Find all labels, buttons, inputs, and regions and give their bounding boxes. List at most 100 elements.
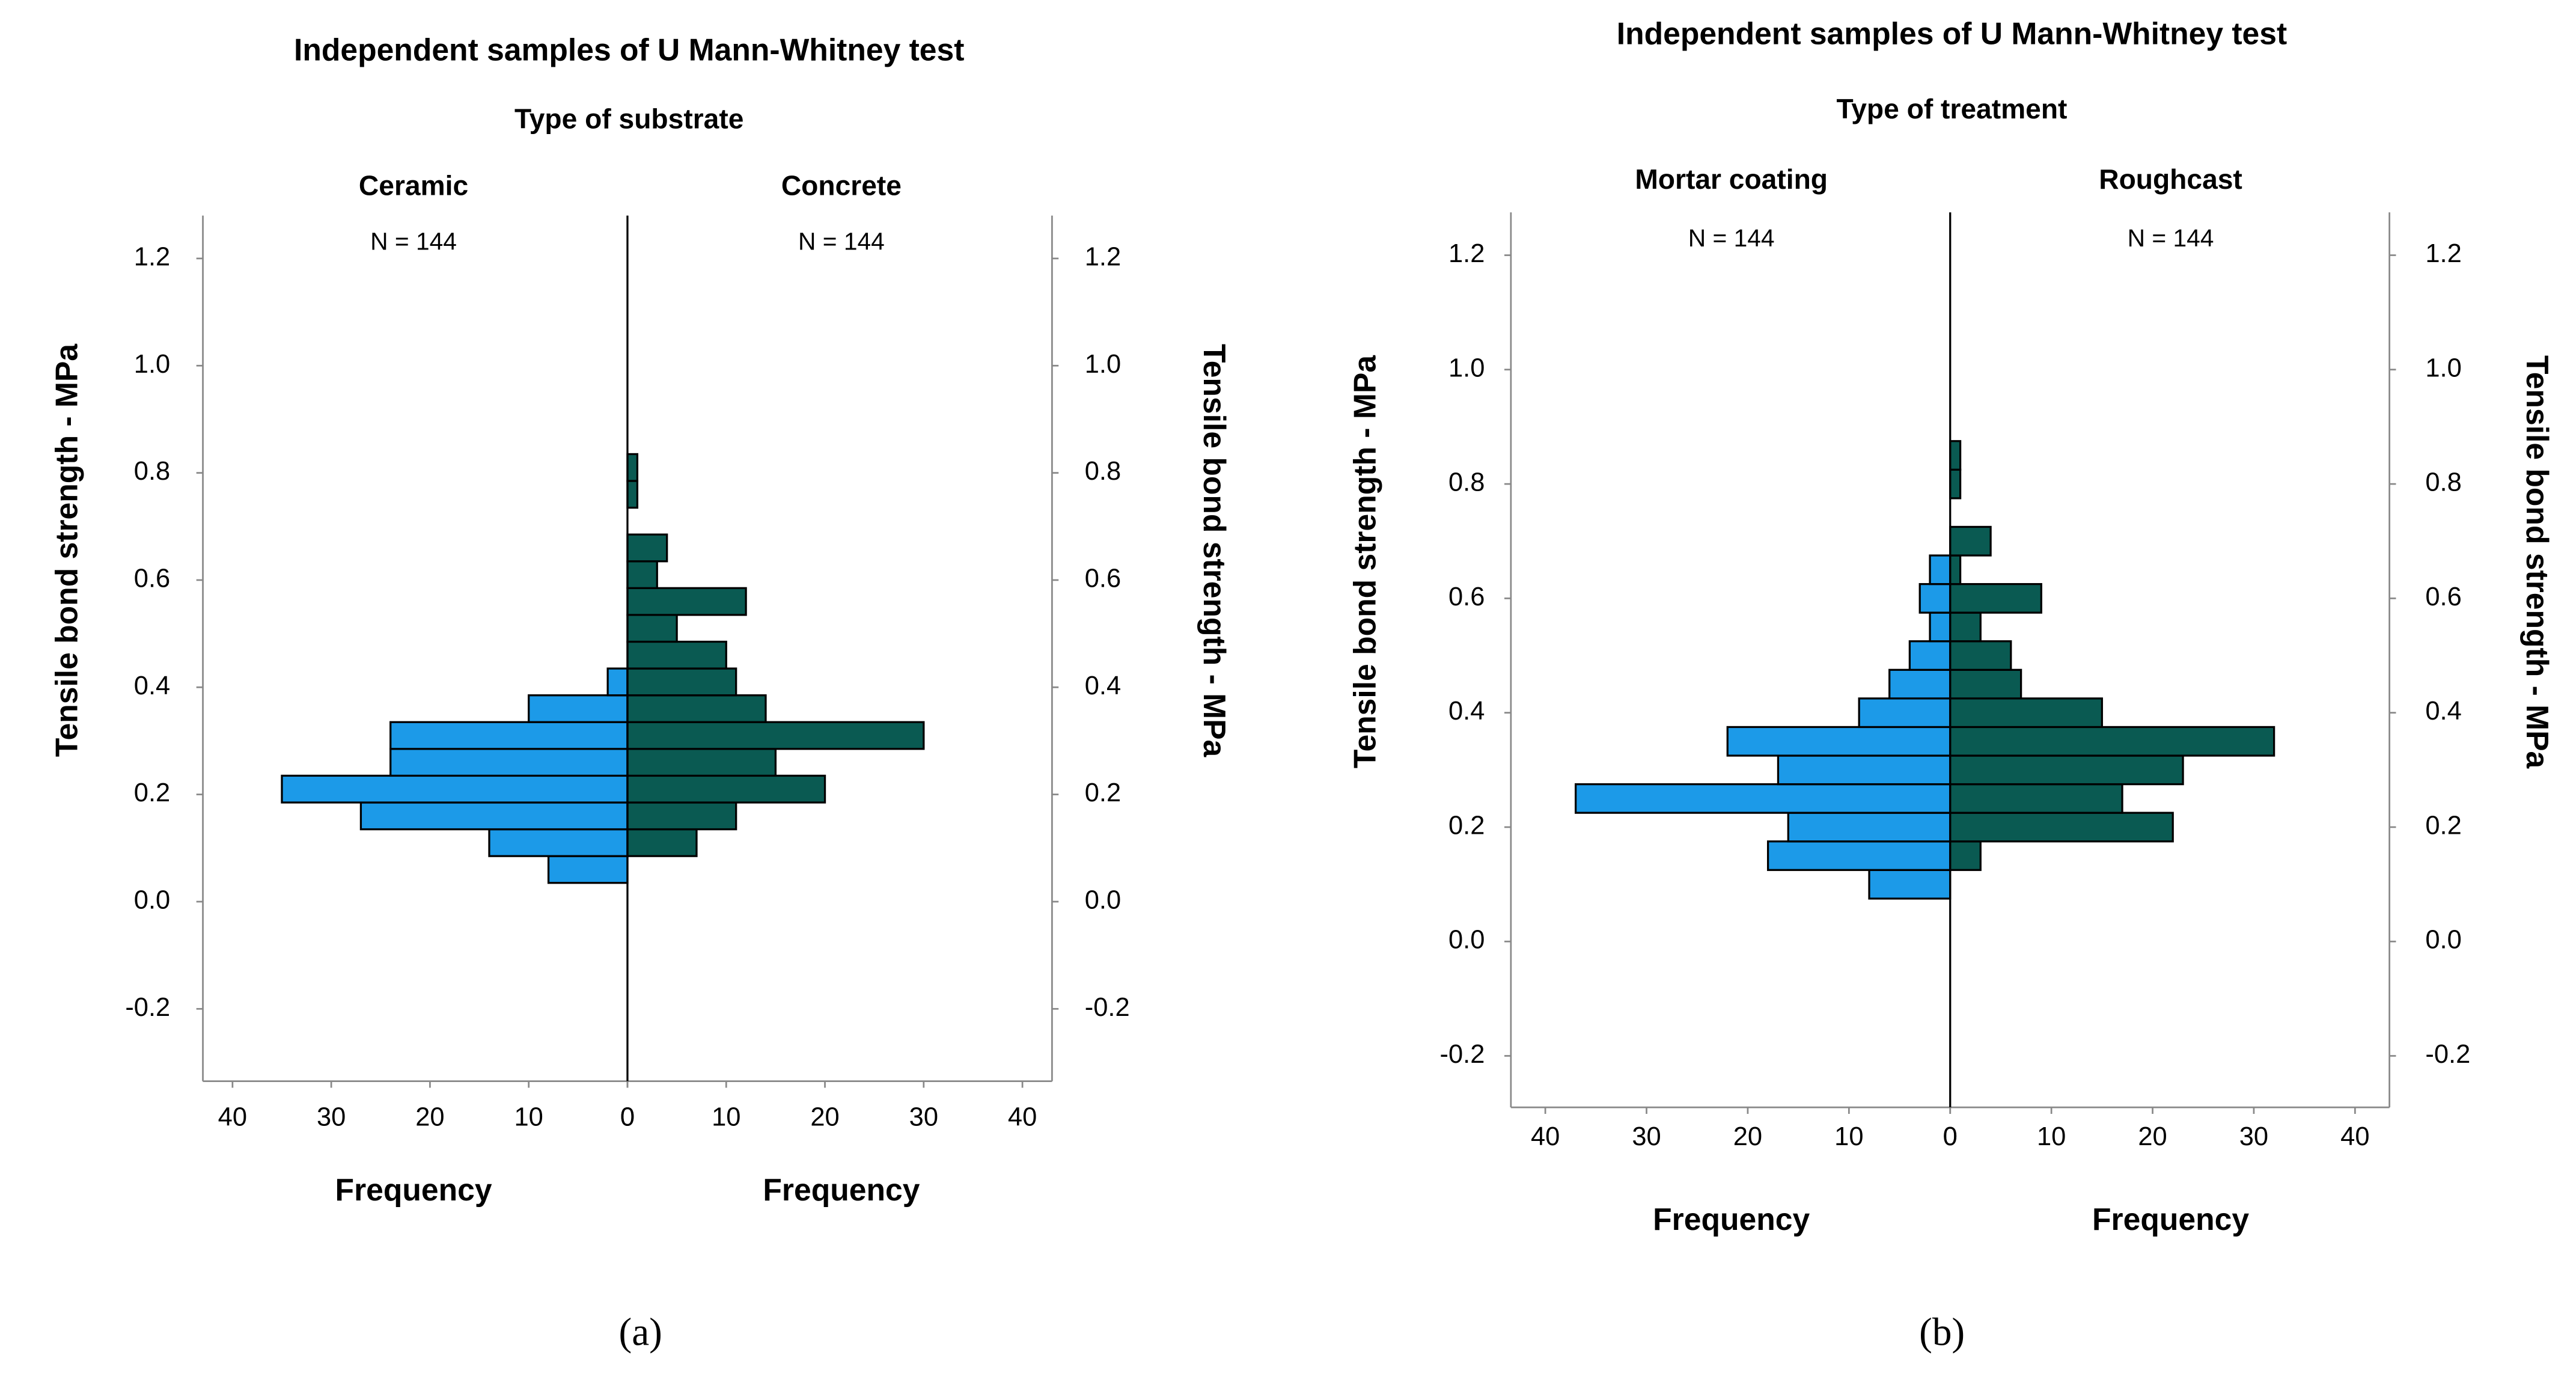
bar	[488, 828, 629, 857]
y-tick-label: -0.2	[125, 993, 170, 1022]
bar	[626, 694, 767, 723]
bar	[1949, 812, 2174, 843]
x-tick-label: 20	[1733, 1122, 1762, 1151]
x-tick-label: 20	[2138, 1122, 2167, 1151]
group-label: Roughcast	[2099, 164, 2242, 195]
bar	[1949, 525, 1992, 557]
chart-subtitle: Type of treatment	[1836, 93, 2067, 124]
x-axis-label: Frequency	[1653, 1202, 1810, 1237]
y-axis-label: Tensile bond strength - MPa	[49, 343, 84, 757]
bar	[1929, 611, 1952, 643]
x-tick-label: 40	[2340, 1122, 2369, 1151]
bar	[1868, 869, 1952, 900]
y-tick-label: 0.6	[134, 564, 170, 593]
y-tick-label: 0.0	[134, 885, 170, 914]
bar	[528, 694, 629, 723]
bar	[626, 480, 639, 509]
x-axis-label: Frequency	[335, 1172, 492, 1207]
bar	[626, 721, 925, 750]
bar	[626, 667, 737, 697]
bar	[359, 801, 629, 831]
y-tick-label: 0.4	[1448, 697, 1485, 726]
bar	[547, 855, 629, 884]
bar	[626, 828, 698, 857]
x-tick-label: 40	[1531, 1122, 1560, 1151]
bar	[1949, 840, 1982, 871]
y-tick-label: 0.4	[1085, 671, 1121, 700]
y-tick-label: -0.2	[1439, 1040, 1485, 1069]
chart-title: Independent samples of U Mann-Whitney te…	[1617, 16, 2287, 50]
chart-title: Independent samples of U Mann-Whitney te…	[294, 32, 964, 67]
bar	[1787, 812, 1952, 843]
bar	[1575, 783, 1952, 814]
bar	[626, 614, 678, 643]
bar	[1908, 640, 1952, 671]
x-tick-label: 10	[2037, 1122, 2066, 1151]
x-tick-label: 20	[415, 1103, 444, 1132]
bar	[1858, 697, 1952, 729]
bar	[626, 533, 668, 563]
y-axis-label: Tensile bond strength - MPa	[1197, 344, 1232, 757]
x-tick-label: 0	[1943, 1122, 1958, 1151]
panel-caption: (b)	[1919, 1310, 1965, 1354]
panel-caption: (a)	[619, 1310, 662, 1354]
bar	[626, 587, 747, 616]
y-tick-label: 0.6	[1085, 564, 1121, 593]
x-tick-label: 40	[218, 1103, 247, 1132]
bar	[1929, 554, 1952, 585]
n-label: N = 144	[1688, 224, 1775, 252]
y-tick-label: 0.0	[1085, 885, 1121, 914]
y-tick-label: 1.0	[1085, 350, 1121, 379]
bar	[1949, 440, 1962, 471]
x-axis-label: Frequency	[763, 1172, 920, 1207]
x-tick-label: 20	[810, 1103, 839, 1132]
y-tick-label: 0.8	[1448, 468, 1485, 497]
bar	[1777, 754, 1952, 786]
group-label: Ceramic	[359, 170, 468, 201]
bar	[281, 774, 629, 804]
x-tick-label: 30	[2239, 1122, 2268, 1151]
bar	[389, 748, 629, 777]
bar	[1918, 582, 1952, 614]
y-tick-label: 1.2	[2425, 239, 2461, 268]
bar	[1888, 668, 1952, 700]
y-tick-label: 1.2	[1085, 242, 1121, 271]
y-tick-label: 0.8	[1085, 457, 1121, 486]
bar	[389, 721, 629, 750]
group-label: Concrete	[781, 170, 902, 201]
x-tick-label: 30	[1632, 1122, 1661, 1151]
x-tick-label: 30	[317, 1103, 346, 1132]
y-tick-label: 0.4	[2425, 697, 2461, 726]
x-tick-label: 0	[620, 1103, 635, 1132]
bar	[626, 748, 777, 777]
n-label: N = 144	[2128, 224, 2214, 252]
x-tick-label: 10	[1834, 1122, 1863, 1151]
bar	[1949, 668, 2022, 700]
bar	[1949, 611, 1982, 643]
bar	[626, 801, 737, 831]
x-tick-label: 0	[1943, 1122, 1958, 1151]
y-tick-label: 1.0	[1448, 353, 1485, 382]
bar	[1949, 783, 2123, 814]
n-label: N = 144	[370, 228, 457, 255]
y-tick-label: 0.6	[1448, 582, 1485, 611]
y-tick-label: 0.2	[1448, 811, 1485, 840]
y-tick-label: 1.2	[134, 242, 170, 271]
group-label: Mortar coating	[1635, 164, 1828, 195]
bar	[1949, 697, 2103, 729]
y-tick-label: 0.4	[134, 671, 170, 700]
bar	[1949, 468, 1962, 500]
bar	[1766, 840, 1952, 871]
bar	[626, 560, 658, 589]
y-tick-label: 0.0	[2425, 926, 2461, 955]
x-tick-label: 0	[620, 1103, 635, 1132]
x-tick-label: 30	[909, 1103, 938, 1132]
y-tick-label: 0.8	[2425, 468, 2461, 497]
x-tick-label: 40	[1008, 1103, 1037, 1132]
y-axis-label: Tensile bond strength - MPa	[2520, 355, 2555, 769]
y-tick-label: 1.2	[1448, 239, 1485, 268]
bar	[1949, 640, 2012, 671]
x-axis-label: Frequency	[2092, 1202, 2249, 1237]
chart-subtitle: Type of substrate	[514, 103, 743, 134]
